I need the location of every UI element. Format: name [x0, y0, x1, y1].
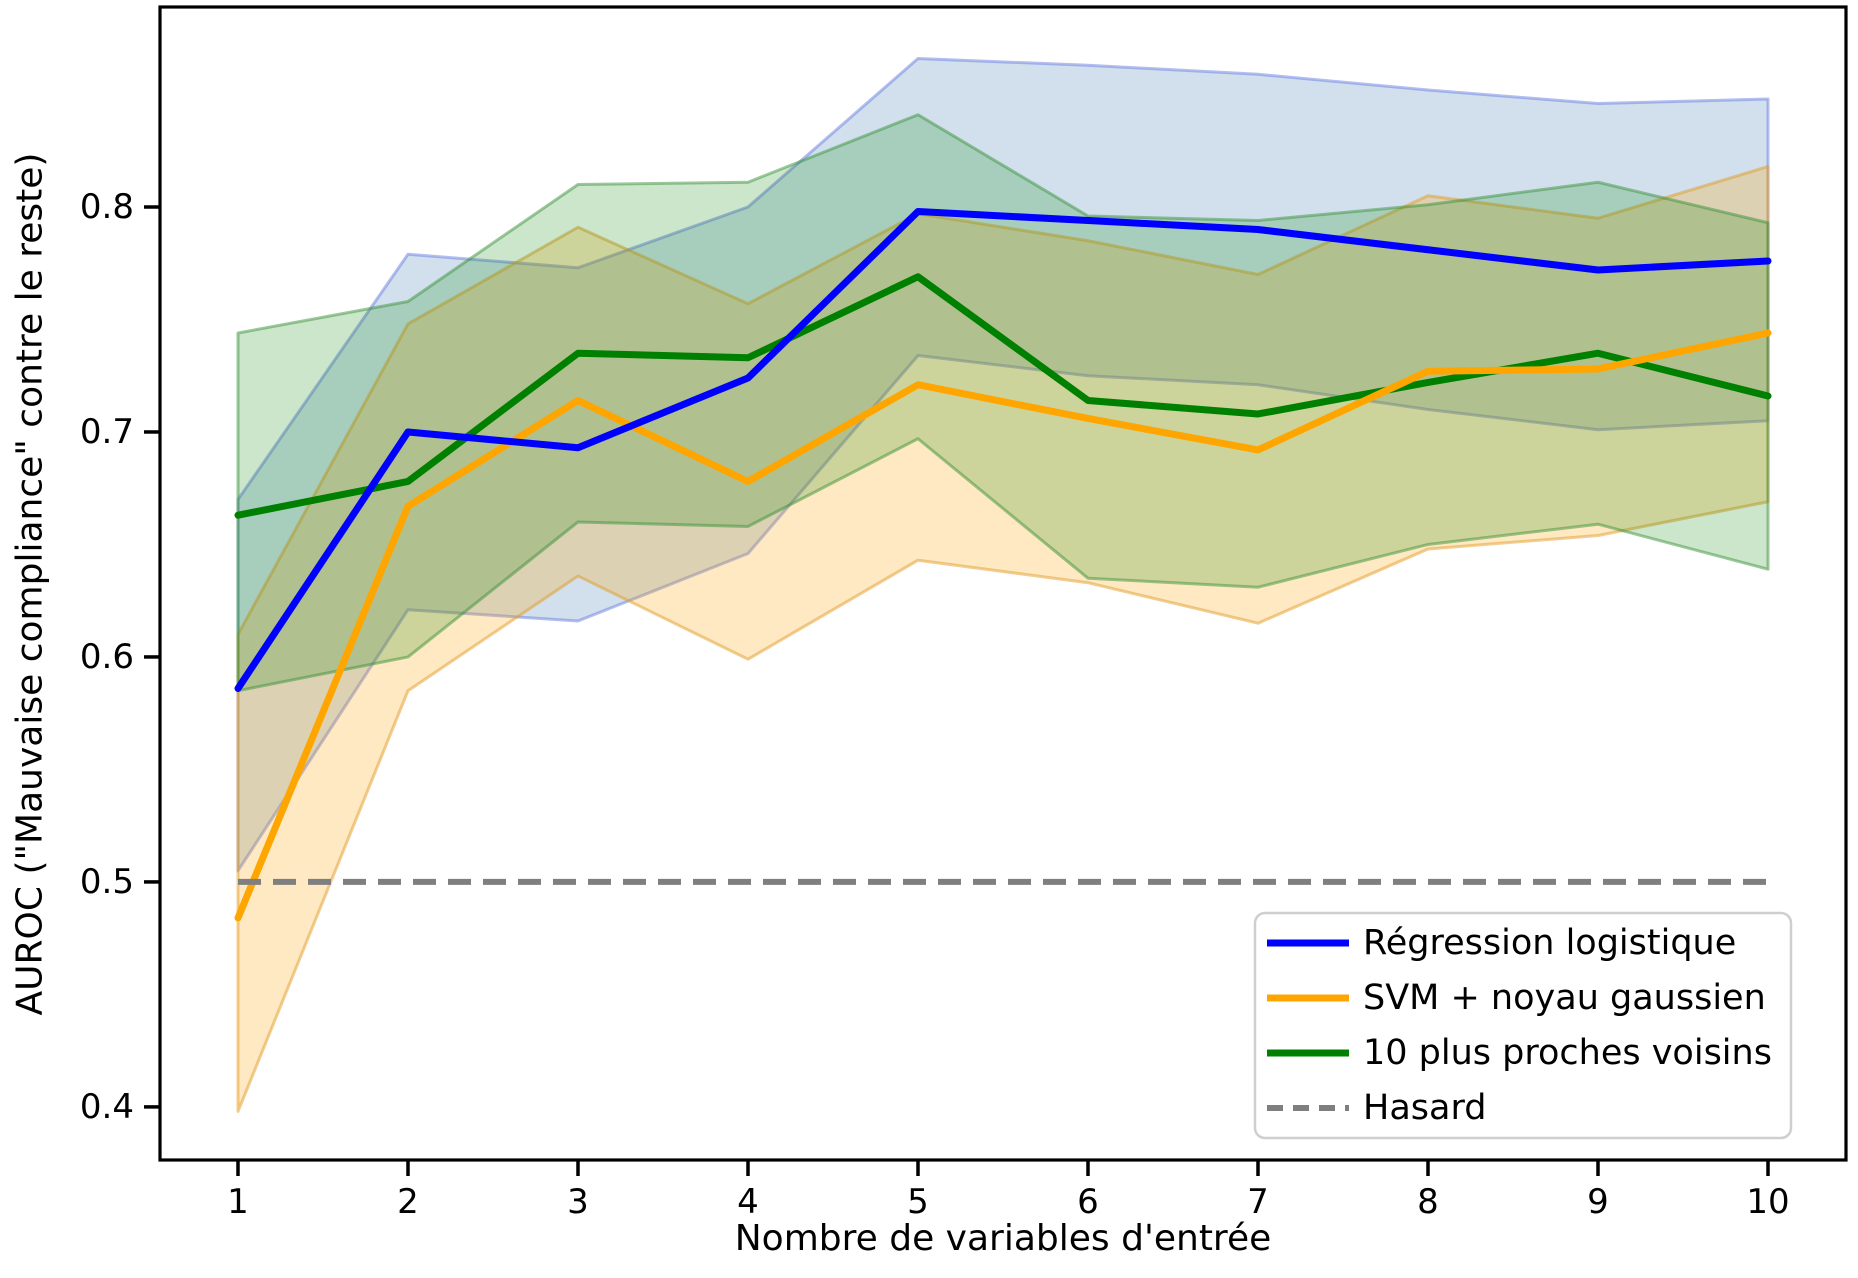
x-tick-label: 2 [397, 1182, 419, 1222]
x-tick-label: 9 [1587, 1182, 1609, 1222]
series-line-regression-logistique [234, 208, 1772, 692]
legend-label-svm-noyau-gaussien: SVM + noyau gaussien [1363, 978, 1766, 1018]
legend-label-hasard: Hasard [1363, 1088, 1486, 1128]
x-tick-label: 8 [1417, 1182, 1439, 1222]
x-tick-label: 4 [737, 1182, 759, 1222]
series-line-svm-noyau-gaussien [234, 329, 1772, 922]
x-tick-label: 7 [1247, 1182, 1269, 1222]
y-tick-label: 0.8 [80, 187, 134, 227]
y-tick-label: 0.6 [80, 637, 134, 677]
y-tick-label: 0.4 [80, 1087, 134, 1127]
x-tick-label: 6 [1077, 1182, 1099, 1222]
x-tick-label: 5 [907, 1182, 929, 1222]
y-tick-label: 0.7 [80, 412, 134, 452]
x-tick-label: 10 [1746, 1182, 1789, 1222]
x-tick-label: 1 [227, 1182, 249, 1222]
legend-label-regression-logistique: Régression logistique [1363, 923, 1736, 963]
y-axis-label: AUROC ("Mauvaise compliance" contre le r… [9, 152, 51, 1016]
y-tick-label: 0.5 [80, 862, 134, 902]
plot-border [158, 5, 1848, 1162]
legend-label-10-plus-proches-voisins: 10 plus proches voisins [1363, 1033, 1772, 1073]
legend-box [1253, 911, 1793, 1140]
x-tick-label: 3 [567, 1182, 589, 1222]
x-axis-label: Nombre de variables d'entrée [734, 1218, 1272, 1259]
